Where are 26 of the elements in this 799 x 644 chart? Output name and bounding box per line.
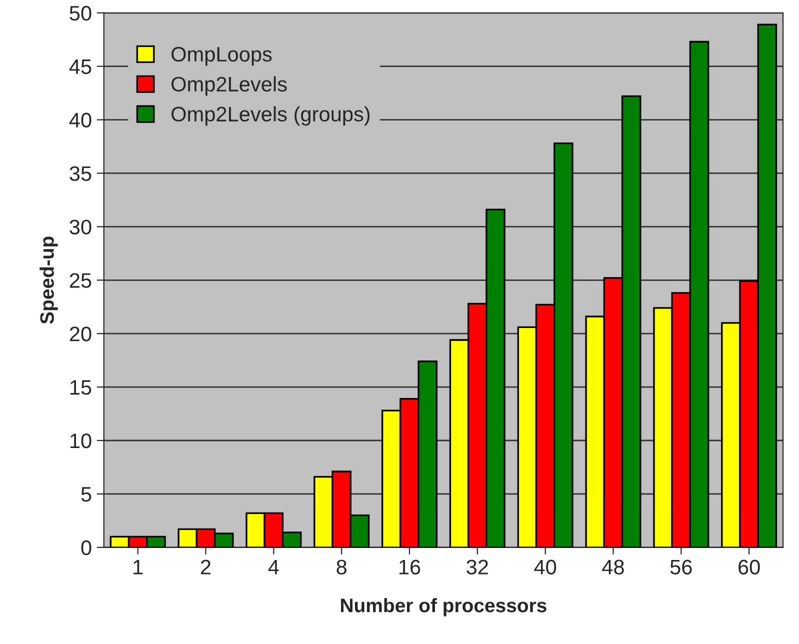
x-tick-label: 8 bbox=[336, 560, 346, 575]
legend-label: Omp2Levels bbox=[172, 76, 287, 96]
y-tick-label: 30 bbox=[70, 220, 92, 234]
x-tick-label: 1 bbox=[134, 560, 143, 574]
y-tick-label: 20 bbox=[70, 326, 92, 342]
y-tick-label: 45 bbox=[69, 60, 92, 74]
y-tick-label: 5 bbox=[81, 487, 92, 502]
legend-label: Omp2Levels (groups) bbox=[172, 106, 370, 126]
x-axis-title: Number of processors bbox=[341, 598, 546, 616]
legend-label: OmpLoops bbox=[172, 46, 272, 66]
x-tick-label: 40 bbox=[534, 560, 556, 575]
y-tick-label: 15 bbox=[70, 380, 92, 395]
x-tick-label: 60 bbox=[738, 560, 760, 575]
x-tick-label: 48 bbox=[602, 560, 624, 575]
y-tick-label: 0 bbox=[81, 540, 92, 556]
y-tick-label: 35 bbox=[70, 166, 92, 181]
x-tick-label: 4 bbox=[268, 560, 279, 574]
x-tick-label: 2 bbox=[201, 560, 210, 574]
y-tick-label: 50 bbox=[70, 6, 92, 21]
y-tick-label: 40 bbox=[69, 112, 92, 128]
x-tick-label: 32 bbox=[466, 560, 488, 575]
y-tick-label: 25 bbox=[70, 273, 92, 288]
x-tick-label: 56 bbox=[670, 560, 692, 575]
x-tick-label: 16 bbox=[399, 560, 420, 575]
y-axis-title: Speed-up bbox=[40, 236, 58, 324]
y-tick-label: 10 bbox=[70, 433, 92, 448]
